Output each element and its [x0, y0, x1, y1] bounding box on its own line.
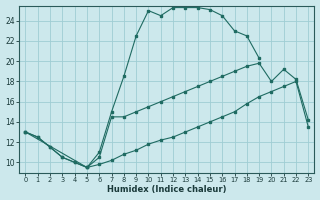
X-axis label: Humidex (Indice chaleur): Humidex (Indice chaleur) — [107, 185, 227, 194]
